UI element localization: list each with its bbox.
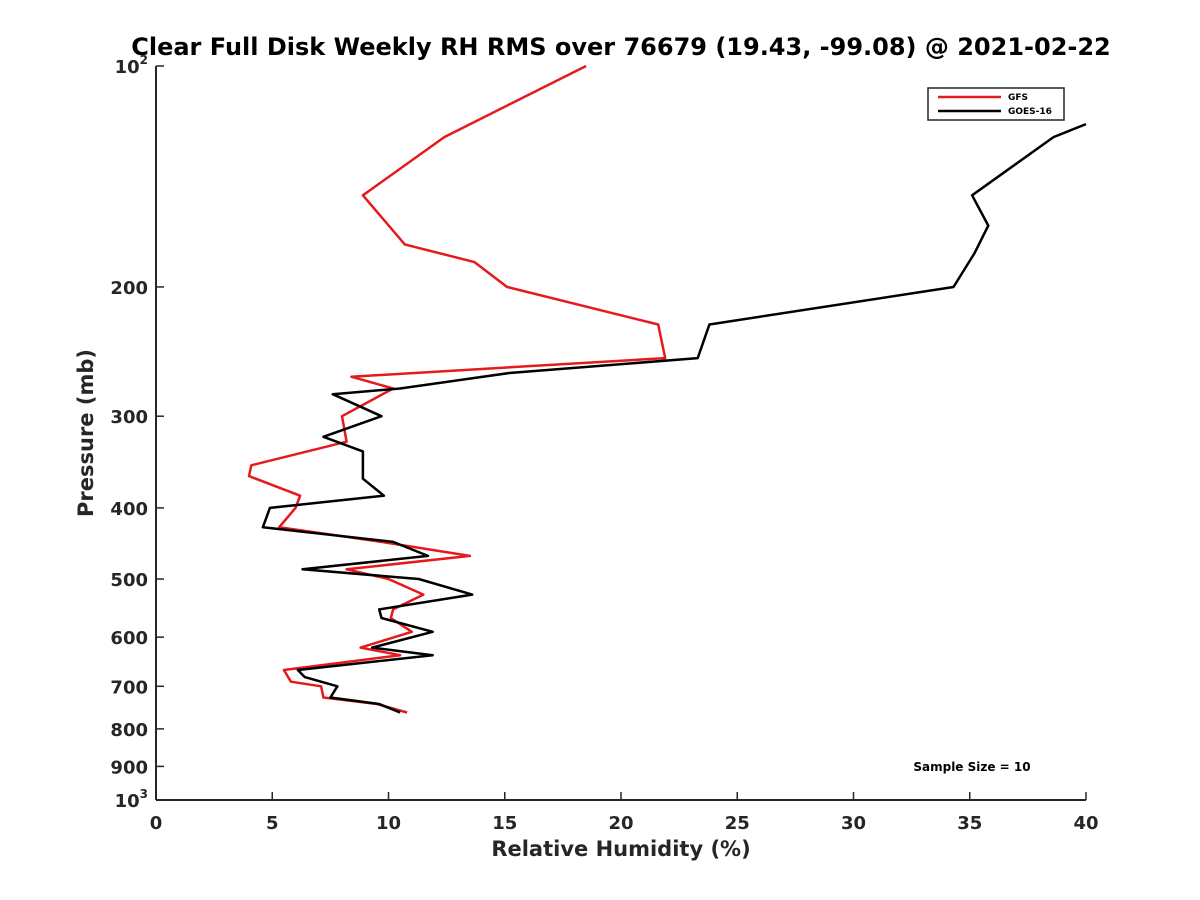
y-tick-exponent: 2	[140, 53, 148, 67]
y-tick-label: 800	[110, 720, 148, 741]
x-tick-label: 20	[608, 813, 633, 834]
x-tick-label: 10	[376, 813, 401, 834]
y-tick-label: 600	[110, 628, 148, 649]
legend-label-gfs: GFS	[1008, 93, 1028, 103]
legend-box	[927, 87, 1065, 121]
chart-title: Clear Full Disk Weekly RH RMS over 76679…	[131, 33, 1111, 61]
x-tick-label: 0	[150, 813, 163, 834]
legend: GFS GOES-16	[927, 87, 1065, 121]
y-tick-label: 700	[110, 677, 148, 698]
y-tick-base: 10	[115, 791, 140, 812]
y-tick-label: 500	[110, 570, 148, 591]
x-tick-label: 25	[725, 813, 750, 834]
x-axis-ticks: 0 5 10 15 20 25 30 35 40	[150, 792, 1099, 834]
legend-label-goes-16: GOES-16	[1008, 107, 1052, 117]
x-tick-label: 30	[841, 813, 866, 834]
y-tick-label: 400	[110, 499, 148, 520]
series-line-gfs	[247, 64, 667, 714]
series-lines	[247, 64, 1087, 714]
y-tick-label: 300	[110, 407, 148, 428]
x-tick-label: 40	[1073, 813, 1098, 834]
y-tick-exponent: 3	[140, 787, 148, 801]
plot-area: 0 5 10 15 20 25 30 35 40 10220030040050060070080…	[110, 53, 1098, 834]
y-tick-label: 900	[110, 757, 148, 778]
sample-size-annotation: Sample Size = 10	[913, 760, 1030, 774]
x-tick-label: 35	[957, 813, 982, 834]
y-tick-label: 102	[115, 53, 148, 78]
y-tick-base: 10	[115, 57, 140, 78]
x-tick-label: 15	[492, 813, 517, 834]
y-tick-label: 103	[115, 787, 148, 812]
series-line-goes-16	[261, 122, 1087, 714]
y-tick-label: 200	[110, 278, 148, 299]
x-tick-label: 5	[266, 813, 279, 834]
x-axis-label: Relative Humidity (%)	[491, 837, 750, 861]
y-axis-label: Pressure (mb)	[74, 349, 98, 517]
